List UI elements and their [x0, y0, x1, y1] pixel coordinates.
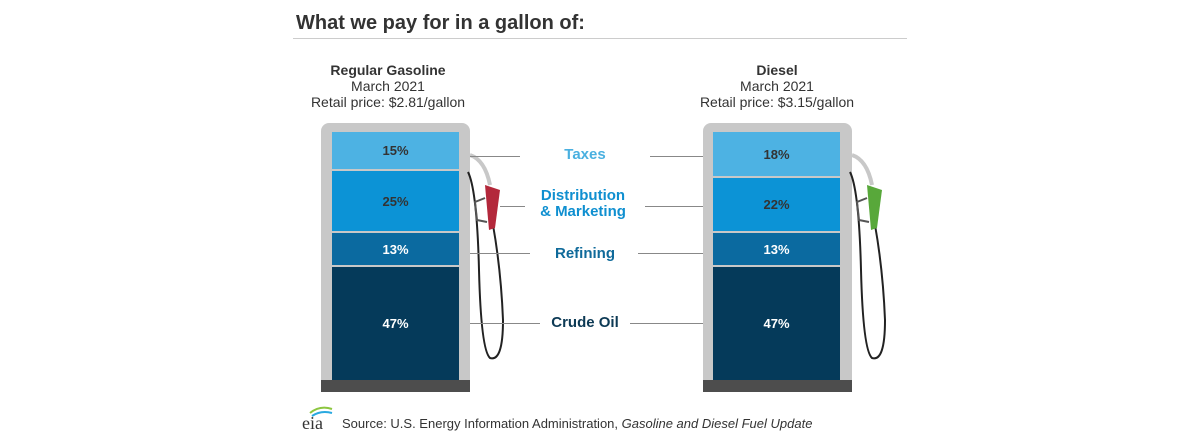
diesel-pump-base — [703, 380, 852, 392]
red-nozzle-icon — [467, 153, 505, 360]
gasoline-header: Regular Gasoline March 2021 Retail price… — [288, 62, 488, 110]
gasoline-date: March 2021 — [351, 78, 425, 94]
label-taxes: Taxes — [564, 146, 606, 163]
diesel-taxes-bar: 18% — [713, 132, 840, 176]
diesel-price: Retail price: $3.15/gallon — [699, 94, 855, 110]
title-divider — [293, 38, 907, 39]
label-distribution-line2: & Marketing — [540, 203, 626, 220]
taxes-leader-right — [650, 156, 703, 157]
diesel-date: March 2021 — [740, 78, 814, 94]
label-distribution-line1: Distribution — [540, 187, 626, 204]
refining-leader-right — [638, 253, 703, 254]
distribution-leader-left — [500, 206, 525, 207]
green-nozzle-icon — [849, 153, 887, 360]
label-crude-oil: Crude Oil — [551, 314, 619, 331]
diesel-crude-bar: 47% — [713, 267, 840, 380]
eia-logo-icon: eia — [302, 406, 333, 431]
distribution-leader-right — [645, 206, 703, 207]
diesel-header: Diesel March 2021 Retail price: $3.15/ga… — [677, 62, 877, 110]
diesel-refining-bar: 13% — [713, 233, 840, 265]
gasoline-crude-bar: 47% — [332, 267, 459, 380]
gasoline-price: Retail price: $2.81/gallon — [310, 94, 466, 110]
page-title: What we pay for in a gallon of: — [296, 12, 585, 34]
svg-text:eia: eia — [302, 413, 323, 431]
taxes-leader-left — [470, 156, 520, 157]
source-prefix: Source: U.S. Energy Information Administ… — [342, 416, 622, 431]
label-distribution: Distribution & Marketing — [513, 188, 653, 220]
source-note: Source: U.S. Energy Information Administ… — [342, 416, 812, 431]
crude-leader-left — [470, 323, 540, 324]
source-publication: Gasoline and Diesel Fuel Update — [621, 416, 813, 431]
gasoline-name: Regular Gasoline — [330, 62, 446, 78]
gasoline-refining-bar: 13% — [332, 233, 459, 265]
crude-leader-right — [630, 323, 703, 324]
diesel-distribution-bar: 22% — [713, 178, 840, 231]
label-refining: Refining — [555, 245, 615, 262]
refining-leader-left — [470, 253, 530, 254]
gasoline-taxes-bar: 15% — [332, 132, 459, 169]
gasoline-pump-base — [321, 380, 470, 392]
diesel-name: Diesel — [756, 62, 798, 78]
gasoline-distribution-bar: 25% — [332, 171, 459, 231]
